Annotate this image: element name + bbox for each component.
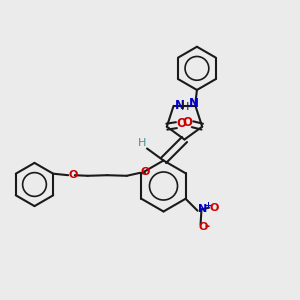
Text: O: O [176,117,186,130]
Text: O: O [183,116,193,129]
Text: N: N [189,97,199,110]
Text: H: H [181,102,189,112]
Text: H: H [138,137,147,148]
Text: N: N [199,204,208,214]
Text: -: - [204,220,209,233]
Text: O: O [210,203,219,213]
Text: O: O [198,222,208,232]
Text: O: O [68,170,78,180]
Text: +: + [205,201,212,210]
Text: O: O [141,167,150,177]
Text: N: N [175,99,185,112]
